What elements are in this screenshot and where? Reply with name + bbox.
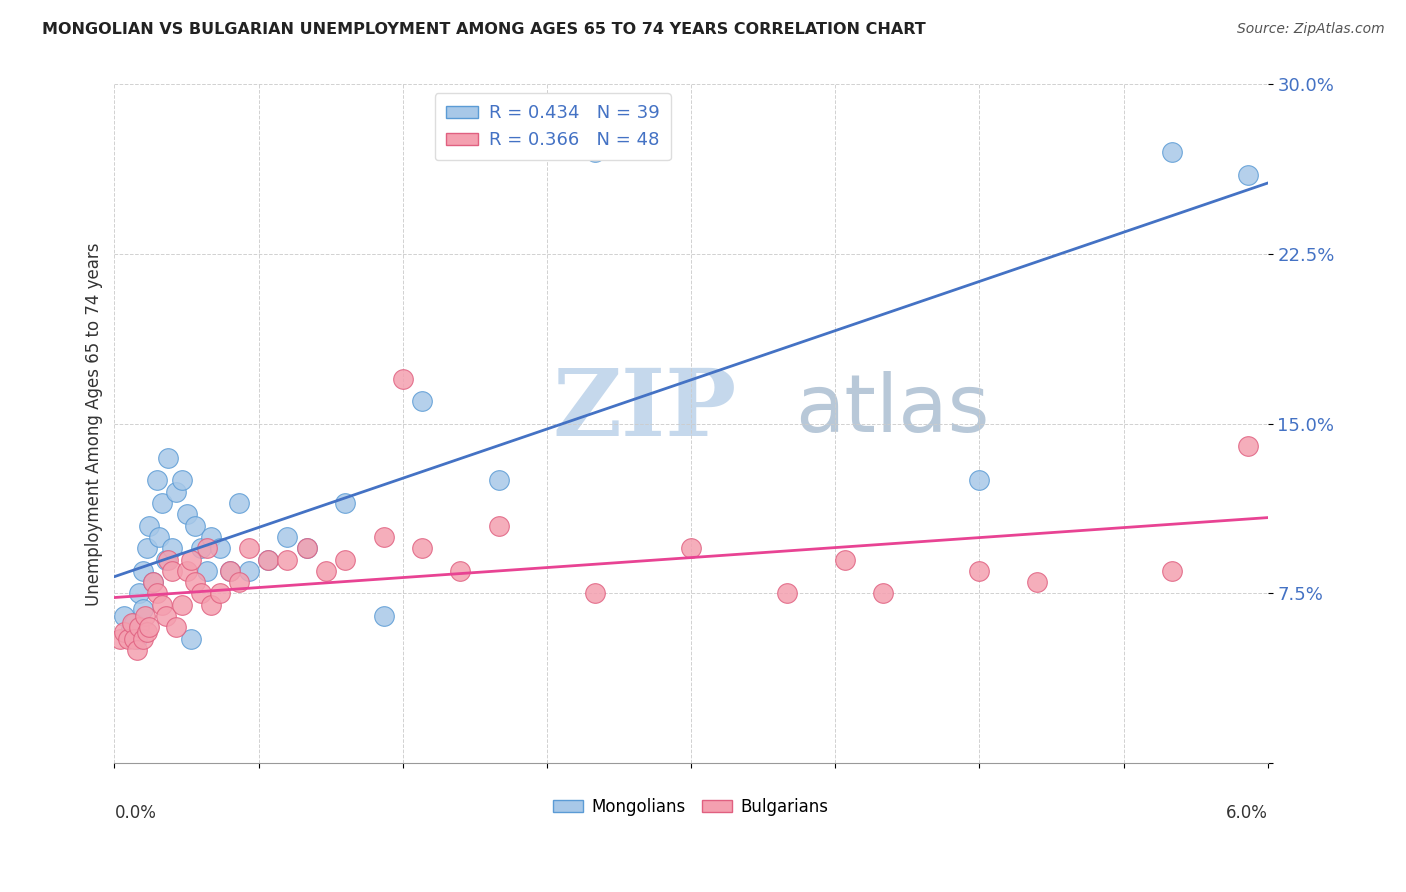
Point: [1026, 575, 1049, 590]
Point: [112, 609, 135, 624]
Point: [411, 541, 433, 556]
Point: [180, 632, 202, 646]
Point: [180, 552, 202, 566]
Point: [142, 575, 165, 590]
Point: [138, 518, 160, 533]
Point: [148, 530, 170, 544]
Point: [142, 575, 165, 590]
Point: [117, 632, 139, 646]
Text: ZIP: ZIP: [553, 365, 737, 455]
Point: [155, 609, 177, 624]
Point: [583, 586, 606, 600]
Point: [165, 484, 187, 499]
Point: [218, 564, 240, 578]
Point: [122, 615, 145, 630]
Point: [295, 541, 318, 556]
Point: [969, 564, 991, 578]
Point: [449, 564, 471, 578]
Point: [184, 575, 207, 590]
Point: [157, 552, 180, 566]
Point: [128, 620, 150, 634]
Text: 0.0%: 0.0%: [114, 804, 156, 822]
Point: [118, 624, 141, 639]
Point: [209, 541, 232, 556]
Legend: Mongolians, Bulgarians: Mongolians, Bulgarians: [547, 791, 835, 822]
Point: [170, 598, 193, 612]
Point: [333, 552, 356, 566]
Point: [679, 541, 702, 556]
Point: [295, 541, 318, 556]
Point: [190, 586, 212, 600]
Text: MONGOLIAN VS BULGARIAN UNEMPLOYMENT AMONG AGES 65 TO 74 YEARS CORRELATION CHART: MONGOLIAN VS BULGARIAN UNEMPLOYMENT AMON…: [42, 22, 927, 37]
Point: [276, 552, 298, 566]
Point: [112, 624, 135, 639]
Point: [1160, 564, 1182, 578]
Point: [138, 620, 160, 634]
Point: [121, 615, 143, 630]
Point: [176, 508, 198, 522]
Point: [238, 541, 260, 556]
Point: [132, 564, 155, 578]
Point: [127, 632, 149, 646]
Point: [152, 496, 174, 510]
Point: [127, 643, 149, 657]
Point: [1237, 439, 1260, 453]
Point: [134, 609, 156, 624]
Point: [155, 552, 177, 566]
Point: [1237, 168, 1260, 182]
Point: [170, 474, 193, 488]
Point: [145, 586, 167, 600]
Point: [209, 586, 232, 600]
Point: [165, 620, 187, 634]
Point: [152, 598, 174, 612]
Point: [136, 541, 159, 556]
Point: [276, 530, 298, 544]
Point: [238, 564, 260, 578]
Point: [488, 474, 510, 488]
Point: [228, 575, 250, 590]
Point: [128, 586, 150, 600]
Point: [176, 564, 198, 578]
Point: [195, 541, 218, 556]
Point: [160, 564, 183, 578]
Point: [108, 632, 131, 646]
Point: [969, 474, 991, 488]
Point: [200, 530, 222, 544]
Text: 6.0%: 6.0%: [1226, 804, 1268, 822]
Point: [373, 530, 395, 544]
Point: [583, 145, 606, 160]
Point: [1160, 145, 1182, 160]
Point: [184, 518, 207, 533]
Point: [132, 602, 155, 616]
Point: [872, 586, 894, 600]
Point: [136, 624, 159, 639]
Point: [122, 632, 145, 646]
Point: [411, 394, 433, 409]
Point: [132, 632, 155, 646]
Point: [257, 552, 280, 566]
Point: [333, 496, 356, 510]
Point: [373, 609, 395, 624]
Text: Source: ZipAtlas.com: Source: ZipAtlas.com: [1237, 22, 1385, 37]
Point: [488, 518, 510, 533]
Point: [218, 564, 240, 578]
Point: [145, 474, 167, 488]
Point: [391, 371, 413, 385]
Point: [190, 541, 212, 556]
Point: [228, 496, 250, 510]
Point: [160, 541, 183, 556]
Point: [200, 598, 222, 612]
Text: atlas: atlas: [794, 371, 990, 450]
Point: [834, 552, 856, 566]
Point: [195, 564, 218, 578]
Point: [776, 586, 799, 600]
Point: [157, 450, 180, 465]
Y-axis label: Unemployment Among Ages 65 to 74 years: Unemployment Among Ages 65 to 74 years: [86, 242, 103, 606]
Point: [315, 564, 337, 578]
Point: [257, 552, 280, 566]
